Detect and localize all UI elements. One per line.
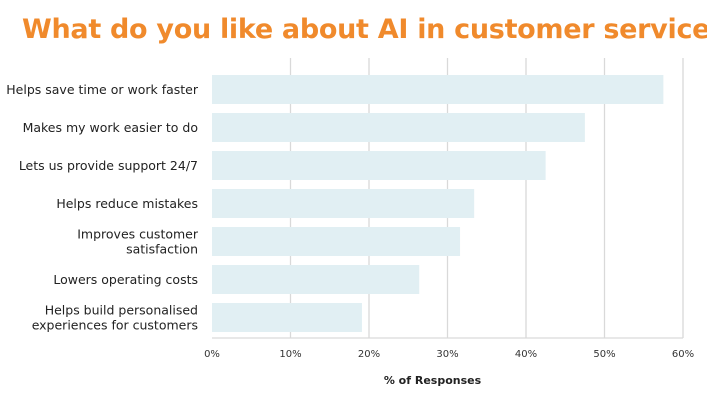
category-label: Improves customer [77, 227, 199, 242]
bar [212, 113, 585, 142]
bar [212, 227, 461, 256]
category-label: Makes my work easier to do [23, 120, 198, 135]
x-tick-label: 50% [593, 349, 615, 360]
category-label: experiences for customers [32, 318, 198, 333]
category-label: Helps build personalised [45, 303, 198, 318]
category-label: Helps save time or work faster [6, 82, 199, 97]
x-tick-label: 40% [515, 349, 537, 360]
category-label: Lowers operating costs [53, 272, 198, 287]
x-tick-label: 20% [358, 349, 380, 360]
category-label: Helps reduce mistakes [56, 196, 198, 211]
category-label: Lets us provide support 24/7 [19, 158, 198, 173]
x-tick-label: 0% [204, 349, 220, 360]
chart-title: What do you like about AI in customer se… [22, 14, 707, 45]
x-axis-label: % of Responses [384, 374, 482, 387]
bar [212, 151, 546, 180]
bar [212, 303, 362, 332]
x-tick-label: 60% [672, 349, 694, 360]
bar [212, 265, 420, 294]
x-tick-label: 10% [279, 349, 301, 360]
x-tick-label: 30% [436, 349, 458, 360]
bar [212, 189, 475, 218]
bar [212, 75, 664, 104]
category-label: satisfaction [126, 242, 198, 257]
